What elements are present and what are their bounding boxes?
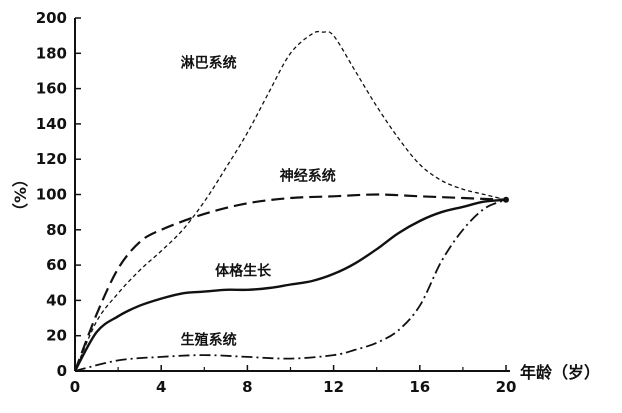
x-tick-label: 8: [242, 378, 252, 396]
x-tick-label: 12: [323, 378, 344, 396]
y-tick-label: 180: [36, 44, 67, 62]
y-tick-label: 20: [46, 327, 67, 345]
convergence-point: [503, 196, 509, 203]
y-tick-label: 160: [36, 80, 67, 98]
y-tick-label: 100: [36, 186, 67, 204]
series-lines: [73, 30, 509, 372]
y-tick-label: 40: [46, 291, 67, 309]
series-label: 神经系统: [280, 167, 336, 184]
series-line: [74, 30, 507, 372]
axes: [74, 18, 510, 372]
series-label: 淋巴系统: [181, 54, 237, 71]
series-label: 生殖系统: [181, 332, 237, 349]
x-tick-label: 16: [409, 378, 430, 396]
y-tick-label: 140: [36, 115, 67, 133]
x-tick-label: 20: [496, 378, 517, 396]
y-axis-title: （%）: [11, 171, 30, 219]
y-tick-label: 80: [46, 221, 67, 239]
series-line: [73, 193, 507, 372]
x-axis-title: 年龄（岁）: [520, 363, 600, 382]
y-tick-label: 0: [57, 362, 67, 380]
y-tick-label: 200: [36, 9, 67, 27]
series-label: 体格生长: [215, 263, 272, 280]
ticks: [74, 17, 507, 372]
series-line: [73, 198, 507, 372]
y-tick-label: 60: [46, 256, 67, 274]
series-line: [74, 198, 507, 372]
x-tick-label: 4: [156, 378, 166, 396]
x-tick-label: 0: [70, 378, 80, 396]
y-tick-label: 120: [36, 150, 67, 168]
